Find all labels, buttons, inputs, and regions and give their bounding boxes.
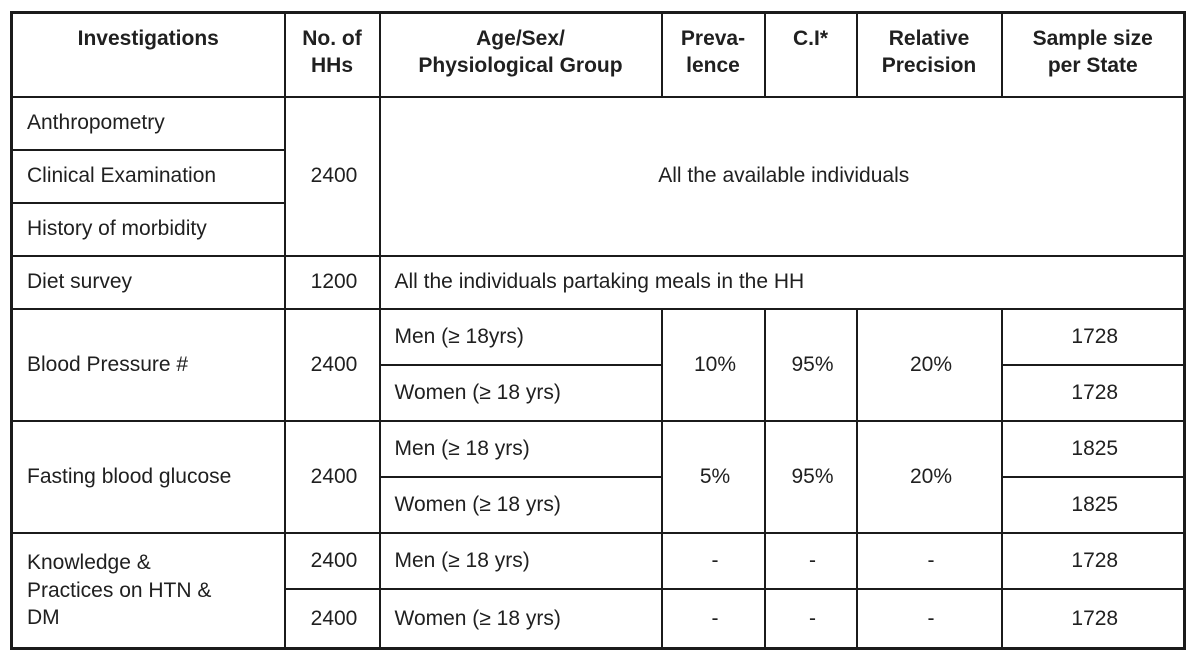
row-fasting-glucose-men: Fasting blood glucose 2400 Men (≥ 18 yrs… (10, 419, 1186, 534)
cell-bp-men: Men (≥ 18yrs) (378, 307, 663, 366)
cell-kp-ci-women: - (763, 587, 858, 650)
cell-fasting-glucose: Fasting blood glucose (10, 419, 286, 534)
row-clinical-examination: Clinical Examination (10, 148, 1185, 204)
cell-kp-ci-men: - (763, 531, 858, 590)
cell-kp-hhs-women: 2400 (283, 587, 381, 650)
cell-bp-hhs: 2400 (283, 307, 381, 422)
cell-clinical-examination: Clinical Examination (10, 148, 286, 204)
cell-anthropometry: Anthropometry (10, 95, 286, 151)
cell-bp-relative-precision: 20% (855, 307, 1003, 422)
cell-kp-men: Men (≥ 18 yrs) (378, 531, 663, 590)
row-diet-survey: Diet survey 1200 All the individuals par… (10, 254, 1186, 310)
row-fasting-glucose-women: Women (≥ 18 yrs) 1825 (12, 475, 1186, 534)
cell-history-of-morbidity: History of morbidity (10, 201, 286, 257)
cell-kp-women: Women (≥ 18 yrs) (378, 587, 663, 650)
cell-fbg-prevalence: 5% (660, 419, 766, 534)
cell-diet-hhs: 1200 (283, 254, 381, 310)
cell-kp-relative-precision-women: - (855, 587, 1003, 650)
row-knowledge-practices-women: 2400 Women (≥ 18 yrs) - - - 1728 (12, 587, 1186, 650)
header-investigations: Investigations (10, 11, 286, 98)
cell-diet-note: All the individuals partaking meals in t… (378, 254, 1186, 310)
cell-bp-prevalence: 10% (660, 307, 766, 422)
cell-fbg-women: Women (≥ 18 yrs) (378, 475, 663, 534)
header-age-sex-group: Age/Sex/ Physiological Group (378, 11, 663, 98)
cell-kp-sample-women: 1728 (1000, 587, 1186, 650)
cell-group1-hhs: 2400 (283, 95, 381, 257)
row-anthropometry: Anthropometry 2400 All the available ind… (10, 95, 1186, 257)
cell-fbg-sample-women: 1825 (1000, 475, 1186, 534)
header-ci: C.I* (763, 11, 858, 98)
cell-fbg-men: Men (≥ 18 yrs) (378, 419, 663, 478)
cell-fbg-hhs: 2400 (283, 419, 381, 534)
cell-kp-prevalence-men: - (660, 531, 766, 590)
cell-fbg-sample-men: 1825 (1000, 419, 1186, 478)
cell-fbg-relative-precision: 20% (855, 419, 1003, 534)
cell-bp-women: Women (≥ 18 yrs) (378, 363, 663, 422)
cell-kp-relative-precision-men: - (855, 531, 1003, 590)
cell-kp-sample-men: 1728 (1000, 531, 1186, 590)
row-blood-pressure-women: Women (≥ 18 yrs) 1728 (12, 363, 1186, 422)
cell-knowledge-practices: Knowledge & Practices on HTN & DM (10, 531, 286, 650)
cell-fbg-ci: 95% (763, 419, 858, 534)
cell-kp-prevalence-women: - (660, 587, 766, 650)
cell-bp-sample-men: 1728 (1000, 307, 1186, 366)
cell-kp-hhs-men: 2400 (283, 531, 381, 590)
row-knowledge-practices-men: Knowledge & Practices on HTN & DM 2400 M… (10, 531, 1186, 650)
header-prevalence: Preva- lence (660, 11, 766, 98)
cell-bp-sample-women: 1728 (1000, 363, 1186, 422)
header-relative-precision: Relative Precision (855, 11, 1003, 98)
cell-bp-ci: 95% (763, 307, 858, 422)
row-blood-pressure-men: Blood Pressure # 2400 Men (≥ 18yrs) 10% … (10, 307, 1186, 422)
sampling-plan-table: Investigations No. of HHs Age/Sex/ Physi… (10, 11, 1186, 650)
cell-diet-survey: Diet survey (10, 254, 286, 310)
header-sample-size: Sample size per State (1000, 11, 1186, 98)
cell-group1-note: All the available individuals (378, 95, 1186, 257)
table-header-row: Investigations No. of HHs Age/Sex/ Physi… (10, 11, 1186, 98)
row-history-of-morbidity: History of morbidity (10, 201, 1185, 257)
header-no-of-hhs: No. of HHs (283, 11, 381, 98)
cell-blood-pressure: Blood Pressure # (10, 307, 286, 422)
